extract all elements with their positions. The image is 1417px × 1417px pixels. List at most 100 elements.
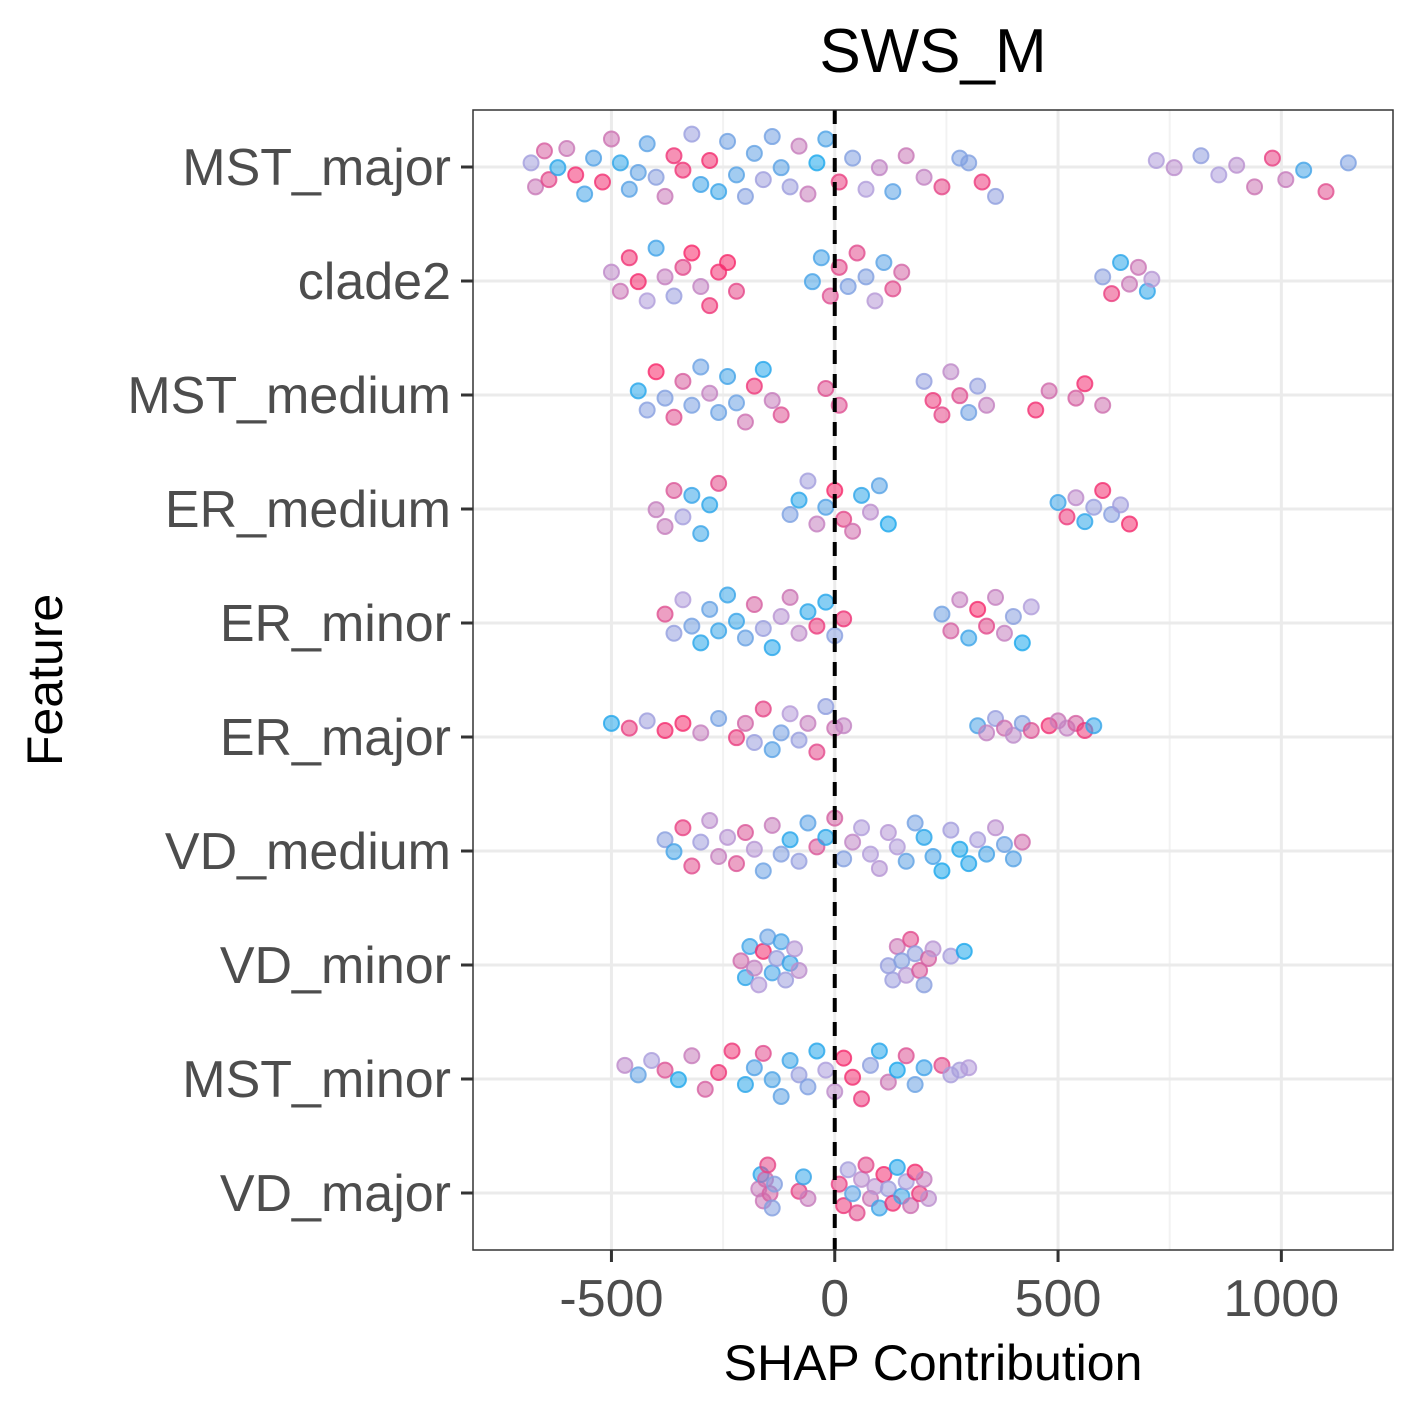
shap-point	[620, 249, 638, 267]
shap-point	[1094, 482, 1112, 500]
shap-point	[1143, 270, 1161, 288]
shap-point	[710, 710, 728, 728]
shap-point	[535, 142, 553, 160]
shap-point	[857, 180, 875, 198]
shap-point	[656, 722, 674, 740]
shap-point	[763, 639, 781, 657]
shap-point	[906, 1075, 924, 1093]
y-tick-label: MST_minor	[182, 1051, 451, 1109]
shap-point	[723, 1042, 741, 1060]
shap-point	[835, 610, 853, 628]
shap-point	[790, 491, 808, 509]
shap-point	[870, 859, 888, 877]
grid-lines	[473, 110, 1393, 1250]
shap-point	[665, 624, 683, 642]
shap-point	[960, 629, 978, 647]
shap-point	[1295, 161, 1313, 179]
shap-point	[1210, 166, 1228, 184]
shap-point	[1013, 833, 1031, 851]
shap-point	[620, 719, 638, 737]
shap-point	[1121, 515, 1139, 533]
shap-point	[799, 472, 817, 490]
shap-point	[1112, 254, 1130, 272]
shap-point	[692, 634, 710, 652]
shap-point	[763, 1071, 781, 1089]
shap-point	[692, 358, 710, 376]
shap-point	[683, 1047, 701, 1065]
shap-point	[745, 959, 763, 977]
shap-point	[602, 130, 620, 148]
shap-point	[794, 1168, 812, 1186]
shap-point	[1228, 156, 1246, 174]
shap-point	[884, 183, 902, 201]
y-tick-label: VD_minor	[220, 937, 451, 995]
shap-point	[969, 377, 987, 395]
shap-point	[727, 729, 745, 747]
shap-point	[817, 130, 835, 148]
shap-point	[969, 600, 987, 618]
shap-point	[1277, 171, 1295, 189]
shap-point	[683, 617, 701, 635]
y-tick-label: VD_major	[220, 1165, 451, 1223]
shap-point	[683, 857, 701, 875]
shap-point	[799, 1078, 817, 1096]
shap-point	[897, 1047, 915, 1065]
shap-point	[1076, 375, 1094, 393]
shap-point	[745, 596, 763, 614]
shap-point	[893, 263, 911, 281]
x-axis: -500 0 500 1000	[559, 1250, 1339, 1328]
shap-point	[745, 377, 763, 395]
shap-point	[620, 180, 638, 198]
shap-point	[772, 608, 790, 626]
shap-point	[839, 277, 857, 295]
shap-point	[803, 273, 821, 291]
shap-point	[540, 171, 558, 189]
shap-point	[933, 406, 951, 424]
shap-point	[955, 942, 973, 960]
shap-point	[790, 137, 808, 155]
shap-point	[808, 617, 826, 635]
shap-point	[861, 503, 879, 521]
shap-point	[902, 930, 920, 948]
shap-point	[1103, 285, 1121, 303]
shap-point	[790, 961, 808, 979]
shap-point	[701, 152, 719, 170]
shap-point	[692, 525, 710, 543]
shap-point	[692, 277, 710, 295]
shap-point	[844, 149, 862, 167]
shap-point	[727, 612, 745, 630]
shap-point	[674, 258, 692, 276]
shap-point	[719, 254, 737, 272]
shap-point	[1067, 389, 1085, 407]
shap-point	[683, 125, 701, 143]
shap-point	[1022, 722, 1040, 740]
shap-point	[727, 282, 745, 300]
shap-point	[665, 482, 683, 500]
shap-point	[875, 254, 893, 272]
shap-point	[924, 391, 942, 409]
shap-point	[736, 714, 754, 732]
x-tick-label: 0	[820, 1270, 849, 1328]
shap-point	[942, 622, 960, 640]
shap-point	[1112, 496, 1130, 514]
shap-point	[763, 128, 781, 146]
shap-point	[727, 394, 745, 412]
shap-point	[602, 714, 620, 732]
shap-point	[710, 622, 728, 640]
shap-point	[933, 605, 951, 623]
shap-point	[656, 831, 674, 849]
shap-point	[674, 372, 692, 390]
shap-point	[647, 239, 665, 257]
shap-point	[870, 477, 888, 495]
shap-point	[1085, 498, 1103, 516]
shap-point	[866, 292, 884, 310]
shap-point	[745, 733, 763, 751]
x-tick-label: -500	[559, 1270, 663, 1328]
shap-point	[674, 714, 692, 732]
shap-point	[754, 171, 772, 189]
shap-point	[754, 700, 772, 718]
shap-point	[674, 819, 692, 837]
shap-point	[1058, 508, 1076, 526]
shap-point	[853, 819, 871, 837]
shap-point	[978, 724, 996, 742]
